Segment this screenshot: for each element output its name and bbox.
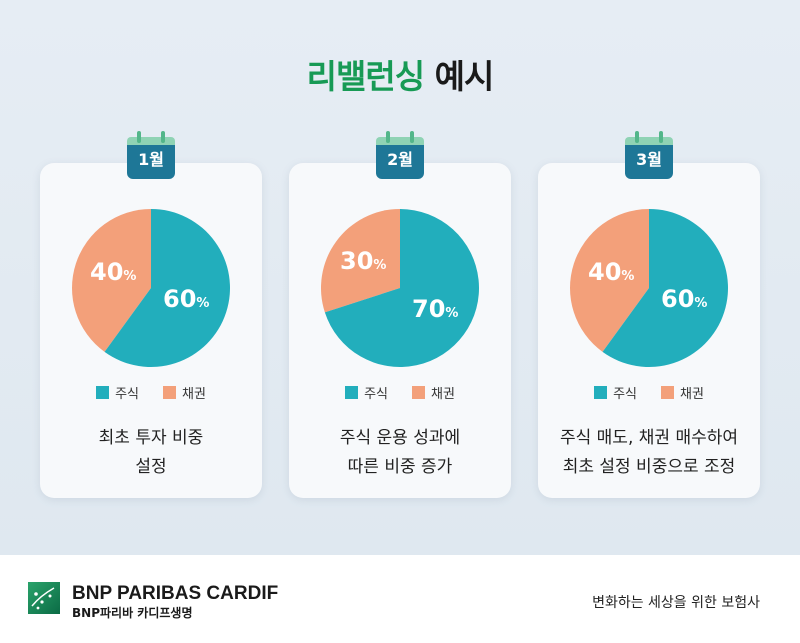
stock-percent: 60% [163,285,210,313]
legend: 주식 채권 [289,383,511,402]
bond-slice [570,209,649,352]
bond-percent: 40% [588,258,635,286]
pie-chart [72,209,230,367]
month-label: 3월 [625,145,673,179]
bond-slice [321,209,400,313]
bond-swatch [163,386,176,399]
calendar-icon: 2월 [376,131,424,179]
brand-name: BNP PARIBAS CARDIF [72,583,279,604]
stock-swatch [345,386,359,399]
legend: 주식 채권 [538,383,760,402]
stock-swatch [96,386,110,399]
legend-item-bond: 채권 [661,383,704,402]
calendar-icon: 1월 [127,131,175,179]
calendar-icon: 3월 [625,131,673,179]
legend: 주식 채권 [40,383,262,402]
pie-chart [321,209,479,367]
bond-slice [72,209,151,352]
bnp-logo-icon [28,582,60,614]
page-title: 리밸런싱 예시 [0,50,800,98]
bond-swatch [661,386,674,399]
card-description: 주식 운용 성과에 따른 비중 증가 [339,428,461,477]
stock-slice [602,209,728,367]
legend-item-bond: 채권 [412,383,455,402]
bond-percent: 30% [340,247,387,275]
month-label: 2월 [376,145,424,179]
title-rest: 예시 [434,57,495,96]
stock-swatch [594,386,608,399]
footer [0,555,800,643]
month-label: 1월 [127,145,175,179]
legend-item-bond: 채권 [163,383,206,402]
stock-percent: 60% [661,285,708,313]
tagline: 변화하는 세상을 위한 보험사 [592,595,760,611]
bond-percent: 40% [90,258,137,286]
bond-swatch [412,386,425,399]
title-highlight: 리밸런싱 [306,57,425,96]
pie-chart [570,209,728,367]
card-description: 주식 매도, 채권 매수하여 최초 설정 비중으로 조정 [559,428,738,477]
stock-slice [324,209,479,367]
brand-subname: BNP파리바 카디프생명 [72,606,193,620]
stock-percent: 70% [412,295,459,323]
legend-item-stock: 주식 [96,383,139,402]
legend-item-stock: 주식 [594,383,637,402]
legend-item-stock: 주식 [345,383,388,402]
card-description: 최초 투자 비중 설정 [98,428,204,477]
stock-slice [104,209,230,367]
